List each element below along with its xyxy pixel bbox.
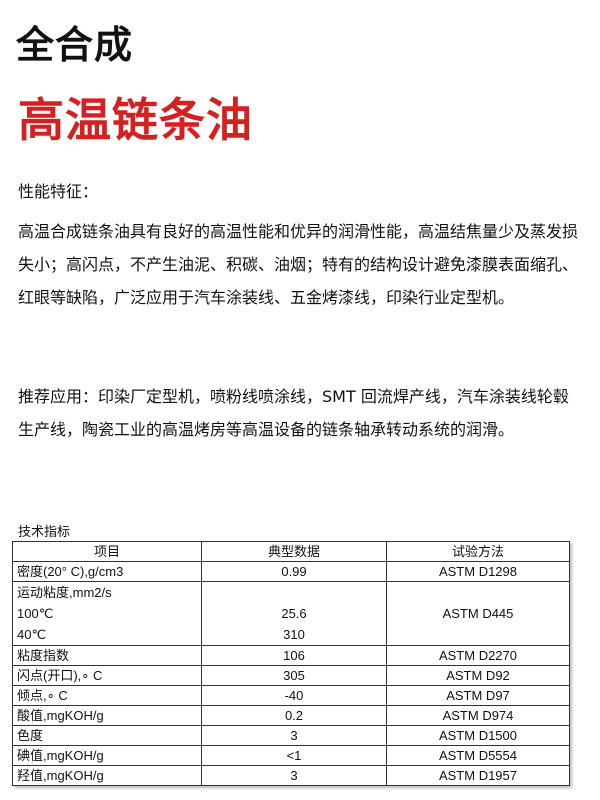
features-heading: 性能特征： (18, 182, 99, 201)
table-row: 运动粘度,mm2/s 100℃ 40℃ 25.6 310 ASTM D445 (12, 581, 570, 646)
cell-item: 闪点(开口),∘ C (12, 665, 202, 686)
cell-value: 3 (201, 725, 387, 746)
cell-method: ASTM D5554 (386, 745, 570, 766)
spec-table: 项目 典型数据 试验方法 密度(20° C),g/cm3 0.99 ASTM D… (12, 541, 570, 786)
table-row: 色度 3 ASTM D1500 (12, 725, 570, 746)
table-row: 闪点(开口),∘ C 305 ASTM D92 (12, 665, 570, 686)
cell-item: 色度 (12, 725, 202, 746)
cell-item: 运动粘度,mm2/s (17, 585, 112, 600)
cell-value: 310 (283, 627, 305, 642)
cell-value: 0.2 (201, 705, 387, 726)
table-label: 技术指标 (18, 525, 71, 540)
table-row: 密度(20° C),g/cm3 0.99 ASTM D1298 (12, 561, 570, 582)
cell-value: 3 (201, 765, 387, 786)
cell-value: 106 (201, 645, 387, 666)
header-typical: 典型数据 (201, 541, 387, 562)
cell-method: ASTM D97 (386, 685, 570, 706)
cell-item-sub: 40℃ (17, 627, 47, 642)
cell-item: 粘度指数 (12, 645, 202, 666)
cell-item: 碘值,mgKOH/g (12, 745, 202, 766)
applications-paragraph: 推荐应用：印染厂定型机，喷粉线喷涂线，SMT 回流焊产线，汽车涂装线轮毂生产线，… (18, 387, 569, 439)
cell-method: ASTM D1298 (386, 561, 570, 582)
cell-value: -40 (201, 685, 387, 706)
cell-method: ASTM D1500 (386, 725, 570, 746)
cell-item: 酸值,mgKOH/g (12, 705, 202, 726)
cell-method: ASTM D92 (386, 665, 570, 686)
cell-item-sub: 100℃ (17, 606, 54, 621)
header-method: 试验方法 (386, 541, 570, 562)
cell-method: ASTM D974 (386, 705, 570, 726)
cell-value: <1 (201, 745, 387, 766)
product-name: 高温链条油 (18, 93, 253, 147)
table-row: 倾点,∘ C -40 ASTM D97 (12, 685, 570, 706)
table-row: 酸值,mgKOH/g 0.2 ASTM D974 (12, 705, 570, 726)
cell-method: ASTM D445 (386, 581, 570, 646)
header-item: 项目 (12, 541, 202, 562)
table-row: 粘度指数 106 ASTM D2270 (12, 645, 570, 666)
cell-value: 0.99 (201, 561, 387, 582)
table-header-row: 项目 典型数据 试验方法 (12, 541, 570, 562)
title: 全合成 (16, 23, 134, 67)
cell-value: 305 (201, 665, 387, 686)
cell-method: ASTM D2270 (386, 645, 570, 666)
features-paragraph: 高温合成链条油具有良好的高温性能和优异的润滑性能，高温结焦量少及蒸发损失小；高闪… (18, 222, 579, 307)
table-row: 羟值,mgKOH/g 3 ASTM D1957 (12, 765, 570, 786)
cell-item: 羟值,mgKOH/g (12, 765, 202, 786)
cell-item: 密度(20° C),g/cm3 (12, 561, 202, 582)
cell-value: 25.6 (281, 606, 307, 621)
table-row: 碘值,mgKOH/g <1 ASTM D5554 (12, 745, 570, 766)
cell-method: ASTM D1957 (386, 765, 570, 786)
cell-item: 倾点,∘ C (12, 685, 202, 706)
